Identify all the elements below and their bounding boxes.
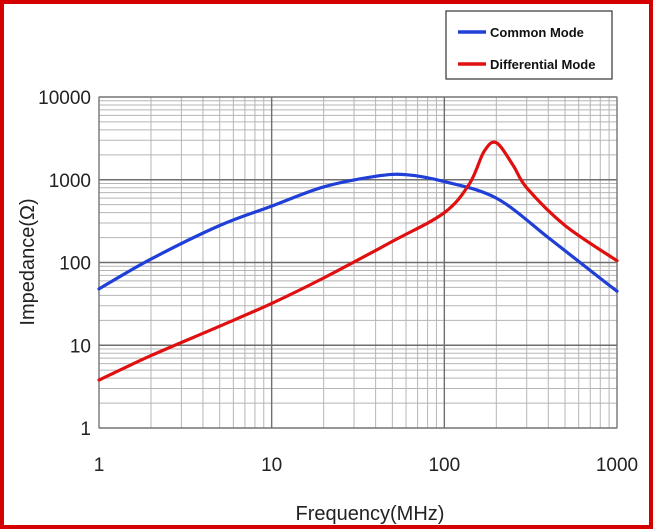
x-tick-label: 1 xyxy=(94,455,105,476)
grid xyxy=(99,97,617,428)
legend-label-differential-mode: Differential Mode xyxy=(490,57,595,72)
y-axis-title: Impedance(Ω) xyxy=(17,198,39,325)
x-tick-label: 1000 xyxy=(596,455,638,476)
x-axis-title: Frequency(MHz) xyxy=(296,503,445,525)
y-tick-label: 10000 xyxy=(38,88,91,109)
x-tick-label: 10 xyxy=(261,455,282,476)
y-tick-labels: 1 10 100 1000 10000 xyxy=(38,88,91,440)
series-lines xyxy=(99,142,617,380)
legend: Common Mode Differential Mode xyxy=(446,11,612,79)
x-tick-labels: 1 10 100 1000 xyxy=(94,455,638,476)
series-line-common-mode xyxy=(99,174,617,291)
y-tick-label: 1 xyxy=(80,419,91,440)
y-tick-label: 10 xyxy=(70,336,91,357)
y-tick-label: 100 xyxy=(59,254,91,275)
x-tick-label: 100 xyxy=(428,455,460,476)
y-tick-label: 1000 xyxy=(49,171,91,192)
legend-label-common-mode: Common Mode xyxy=(490,25,584,40)
